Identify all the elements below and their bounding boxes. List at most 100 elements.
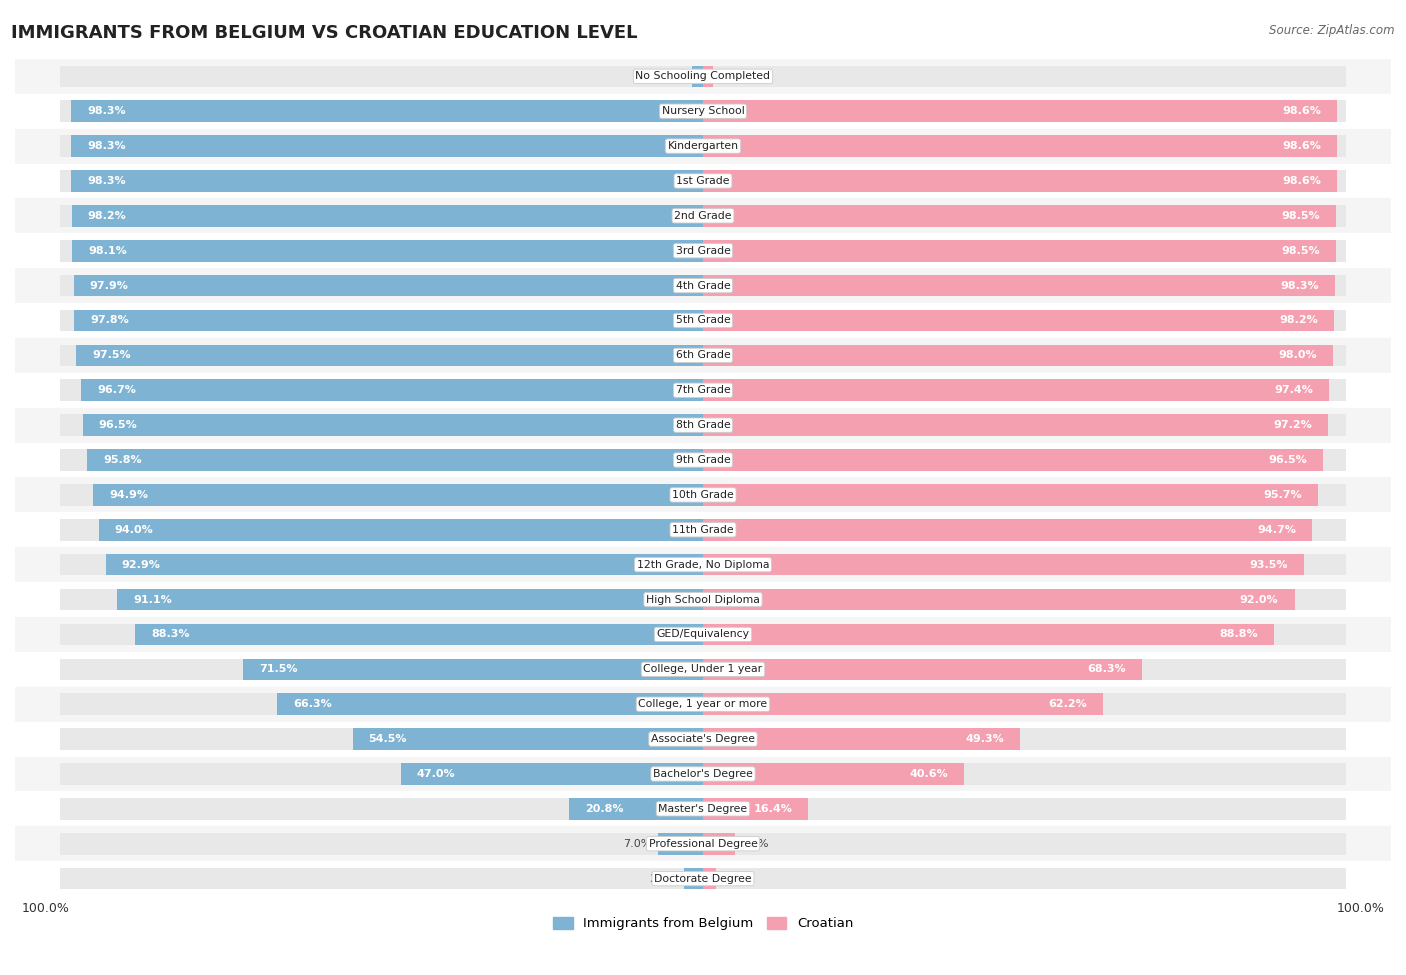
Bar bbox=[98, 519, 703, 540]
Bar bbox=[401, 763, 703, 785]
Bar bbox=[703, 798, 1346, 820]
Bar bbox=[703, 763, 1346, 785]
Text: 98.6%: 98.6% bbox=[1282, 141, 1320, 151]
Bar bbox=[703, 763, 965, 785]
Text: 16.4%: 16.4% bbox=[754, 803, 793, 814]
Bar bbox=[703, 589, 1346, 610]
Bar bbox=[703, 379, 1329, 401]
Text: 2.0%: 2.0% bbox=[723, 874, 751, 883]
Bar bbox=[703, 868, 1346, 889]
Bar bbox=[15, 233, 1391, 268]
Text: 98.2%: 98.2% bbox=[87, 211, 127, 221]
Bar bbox=[703, 205, 1336, 226]
Bar bbox=[703, 728, 1346, 750]
Text: 3rd Grade: 3rd Grade bbox=[675, 246, 731, 255]
Text: GED/Equivalency: GED/Equivalency bbox=[657, 630, 749, 640]
Bar bbox=[60, 171, 703, 192]
Bar bbox=[15, 757, 1391, 792]
Text: 9th Grade: 9th Grade bbox=[676, 455, 730, 465]
Bar bbox=[703, 868, 716, 889]
Bar bbox=[703, 344, 1346, 367]
Bar bbox=[692, 65, 703, 87]
Bar bbox=[15, 408, 1391, 443]
Text: Source: ZipAtlas.com: Source: ZipAtlas.com bbox=[1270, 24, 1395, 37]
Text: 98.5%: 98.5% bbox=[1282, 246, 1320, 255]
Text: 97.8%: 97.8% bbox=[90, 316, 129, 326]
Text: No Schooling Completed: No Schooling Completed bbox=[636, 71, 770, 81]
Text: 12th Grade, No Diploma: 12th Grade, No Diploma bbox=[637, 560, 769, 569]
Text: Master's Degree: Master's Degree bbox=[658, 803, 748, 814]
Bar bbox=[60, 275, 703, 296]
Bar bbox=[703, 414, 1346, 436]
Text: 96.7%: 96.7% bbox=[97, 385, 136, 395]
Bar bbox=[15, 164, 1391, 198]
Bar bbox=[703, 65, 1346, 87]
Bar bbox=[703, 658, 1346, 681]
Text: 11th Grade: 11th Grade bbox=[672, 525, 734, 535]
Bar bbox=[135, 624, 703, 645]
Bar bbox=[703, 449, 1323, 471]
Bar bbox=[15, 443, 1391, 478]
Bar bbox=[83, 414, 703, 436]
Bar bbox=[73, 275, 703, 296]
Bar bbox=[703, 624, 1346, 645]
Text: 88.3%: 88.3% bbox=[152, 630, 190, 640]
Bar bbox=[60, 205, 703, 226]
Bar bbox=[703, 833, 734, 854]
Text: Nursery School: Nursery School bbox=[662, 106, 744, 116]
Bar bbox=[703, 798, 808, 820]
Bar bbox=[703, 275, 1346, 296]
Text: 95.8%: 95.8% bbox=[103, 455, 142, 465]
Text: 91.1%: 91.1% bbox=[134, 595, 172, 604]
Text: 1.5%: 1.5% bbox=[718, 71, 748, 81]
Text: 2.9%: 2.9% bbox=[650, 874, 678, 883]
Bar bbox=[703, 171, 1346, 192]
Text: Associate's Degree: Associate's Degree bbox=[651, 734, 755, 744]
Bar bbox=[703, 693, 1346, 715]
Bar bbox=[15, 826, 1391, 861]
Bar bbox=[703, 624, 1274, 645]
Text: 5th Grade: 5th Grade bbox=[676, 316, 730, 326]
Text: 62.2%: 62.2% bbox=[1047, 699, 1087, 709]
Bar bbox=[243, 658, 703, 681]
Text: 4th Grade: 4th Grade bbox=[676, 281, 730, 291]
Bar bbox=[703, 171, 1337, 192]
Text: 10th Grade: 10th Grade bbox=[672, 489, 734, 500]
Bar bbox=[60, 485, 703, 506]
Text: 97.4%: 97.4% bbox=[1274, 385, 1313, 395]
Text: 54.5%: 54.5% bbox=[368, 734, 408, 744]
Text: 97.2%: 97.2% bbox=[1274, 420, 1312, 430]
Bar bbox=[15, 722, 1391, 757]
Bar bbox=[353, 728, 703, 750]
Bar bbox=[15, 686, 1391, 722]
Text: 20.8%: 20.8% bbox=[585, 803, 624, 814]
Bar bbox=[703, 485, 1319, 506]
Text: 1.7%: 1.7% bbox=[657, 71, 686, 81]
Bar bbox=[70, 171, 703, 192]
Text: 66.3%: 66.3% bbox=[292, 699, 332, 709]
Bar bbox=[60, 136, 703, 157]
Bar bbox=[15, 338, 1391, 372]
Bar bbox=[60, 728, 703, 750]
Bar bbox=[60, 310, 703, 332]
Bar bbox=[72, 240, 703, 261]
Bar bbox=[15, 861, 1391, 896]
Bar bbox=[703, 65, 713, 87]
Bar bbox=[15, 303, 1391, 338]
Bar bbox=[105, 554, 703, 575]
Bar bbox=[15, 372, 1391, 408]
Bar bbox=[60, 554, 703, 575]
Text: 68.3%: 68.3% bbox=[1087, 664, 1126, 675]
Text: College, 1 year or more: College, 1 year or more bbox=[638, 699, 768, 709]
Text: 94.0%: 94.0% bbox=[115, 525, 153, 535]
Bar bbox=[60, 693, 703, 715]
Text: 7th Grade: 7th Grade bbox=[676, 385, 730, 395]
Bar bbox=[703, 136, 1346, 157]
Bar bbox=[15, 198, 1391, 233]
Bar bbox=[277, 693, 703, 715]
Bar bbox=[70, 136, 703, 157]
Bar bbox=[703, 589, 1295, 610]
Bar bbox=[82, 379, 703, 401]
Legend: Immigrants from Belgium, Croatian: Immigrants from Belgium, Croatian bbox=[547, 912, 859, 935]
Text: Doctorate Degree: Doctorate Degree bbox=[654, 874, 752, 883]
